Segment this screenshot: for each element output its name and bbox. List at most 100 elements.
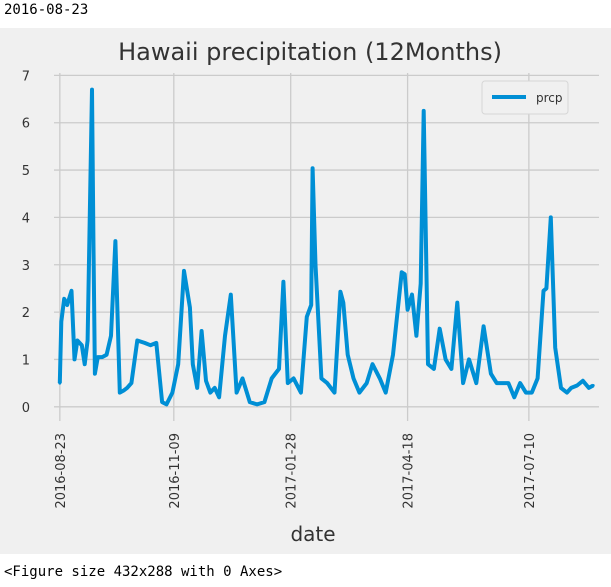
- data-point: [80, 343, 84, 347]
- data-point: [122, 388, 126, 392]
- data-point: [378, 376, 382, 380]
- data-point: [544, 286, 548, 290]
- data-point: [118, 391, 122, 395]
- data-point: [213, 386, 217, 390]
- data-point: [419, 282, 423, 286]
- data-point: [518, 381, 522, 385]
- data-point: [365, 381, 369, 385]
- data-point: [414, 334, 418, 338]
- data-point: [109, 334, 113, 338]
- data-point: [314, 263, 317, 267]
- data-point: [70, 289, 73, 293]
- data-point: [277, 367, 281, 371]
- data-point: [565, 391, 569, 395]
- data-point: [591, 384, 595, 387]
- data-point: [160, 400, 164, 404]
- data-point: [113, 239, 117, 243]
- y-axis-ticks: 0 1 2 3 4 5 6 7: [22, 69, 30, 415]
- data-point: [191, 362, 195, 366]
- data-point: [426, 362, 430, 366]
- data-point: [400, 270, 404, 274]
- x-tick-label: 2017-01-28: [285, 433, 300, 509]
- data-point: [100, 355, 104, 359]
- data-point: [422, 109, 426, 113]
- data-point: [438, 327, 442, 331]
- data-point: [75, 339, 79, 342]
- data-point: [125, 386, 129, 390]
- data-point: [410, 293, 414, 297]
- x-axis-ticks: 2016-08-23 2016-11-09 2017-01-28 2017-04-18…: [54, 433, 538, 509]
- data-point: [559, 386, 563, 390]
- data-point: [333, 391, 336, 395]
- data-point: [587, 386, 591, 390]
- data-point: [217, 395, 221, 399]
- data-point: [384, 391, 388, 395]
- grid: [54, 73, 599, 421]
- y-tick-label: 0: [22, 401, 30, 416]
- x-tick-label: 2017-07-10: [523, 433, 538, 509]
- data-point: [148, 343, 152, 347]
- data-point: [129, 381, 133, 385]
- y-tick-label: 6: [22, 117, 30, 132]
- data-point: [59, 320, 63, 324]
- y-tick-label: 5: [22, 164, 30, 179]
- data-point: [553, 346, 557, 350]
- data-point: [474, 381, 478, 385]
- data-point: [432, 367, 436, 371]
- data-point: [235, 391, 239, 395]
- data-point: [204, 379, 208, 383]
- data-point: [495, 381, 499, 385]
- data-point: [86, 339, 90, 342]
- data-point: [195, 386, 199, 390]
- data-point: [489, 372, 493, 376]
- data-point: [403, 272, 407, 276]
- data-point: [208, 391, 212, 395]
- y-tick-label: 2: [22, 306, 30, 321]
- data-point: [305, 315, 309, 319]
- data-point: [549, 215, 553, 219]
- data-point: [530, 391, 534, 395]
- data-point: [319, 376, 323, 380]
- data-point: [255, 402, 259, 406]
- y-tick-label: 1: [22, 353, 30, 368]
- x-tick-label: 2016-08-23: [54, 433, 69, 509]
- y-tick-label: 7: [22, 69, 30, 84]
- data-point: [92, 246, 95, 250]
- series-line-prcp: [57, 87, 595, 407]
- data-point: [170, 391, 174, 395]
- data-point: [501, 381, 505, 385]
- data-point: [512, 395, 516, 399]
- data-point: [406, 308, 410, 312]
- data-point: [357, 391, 361, 395]
- data-point: [338, 290, 342, 294]
- data-point: [449, 367, 453, 371]
- data-point: [62, 297, 66, 301]
- data-point: [154, 341, 158, 345]
- data-point: [270, 376, 274, 380]
- data-point: [352, 376, 355, 380]
- data-point: [65, 303, 69, 307]
- data-point: [90, 88, 94, 92]
- data-point: [506, 381, 510, 385]
- data-point: [262, 400, 266, 404]
- data-point: [444, 357, 448, 361]
- data-point: [341, 301, 345, 305]
- data-point: [371, 362, 374, 366]
- data-point: [482, 324, 486, 328]
- data-point: [248, 400, 252, 404]
- figure-background: [0, 28, 611, 554]
- data-point: [569, 386, 573, 390]
- data-point: [241, 376, 244, 380]
- data-point: [135, 339, 139, 342]
- data-point: [229, 293, 233, 297]
- data-point: [182, 269, 186, 273]
- data-point: [467, 357, 471, 361]
- x-axis-label: date: [290, 522, 335, 546]
- data-point: [311, 166, 315, 170]
- output-text-figure-size: <Figure size 432x288 with 0 Axes>: [4, 564, 283, 580]
- data-point: [176, 362, 180, 366]
- data-point: [223, 334, 227, 338]
- x-tick-label: 2016-11-09: [168, 433, 183, 509]
- legend-label-prcp: prcp: [536, 91, 563, 105]
